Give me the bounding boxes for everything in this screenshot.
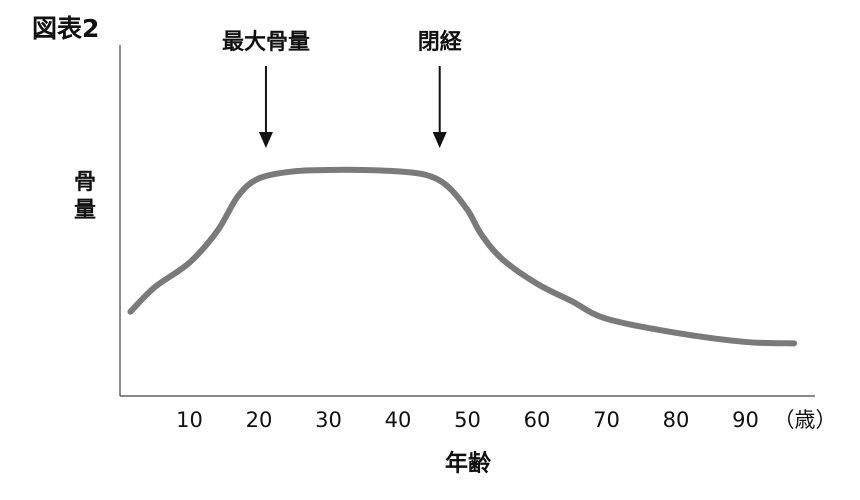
x-tick-label: 40 [385,408,412,432]
annotation-label: 閉経 [418,29,463,55]
x-tick-label: 90 [732,408,759,432]
annotation-label: 最大骨量 [222,30,310,55]
x-tick-label: 80 [663,408,690,432]
x-tick-label: 60 [524,408,551,432]
x-tick-label: 30 [315,408,342,432]
chart-title: 図表2 [32,14,99,43]
annotation-arrowhead [432,132,447,148]
annotation-arrowhead [258,132,273,148]
x-tick-label: 10 [176,408,203,432]
x-tick-label: 20 [246,408,273,432]
y-axis-label: 骨量 [74,170,96,223]
x-unit: （歳） [774,408,837,432]
data-line [127,166,798,347]
x-tick-label: 70 [593,408,620,432]
x-axis-label: 年齢 [445,450,491,477]
x-tick-label: 50 [454,408,481,432]
